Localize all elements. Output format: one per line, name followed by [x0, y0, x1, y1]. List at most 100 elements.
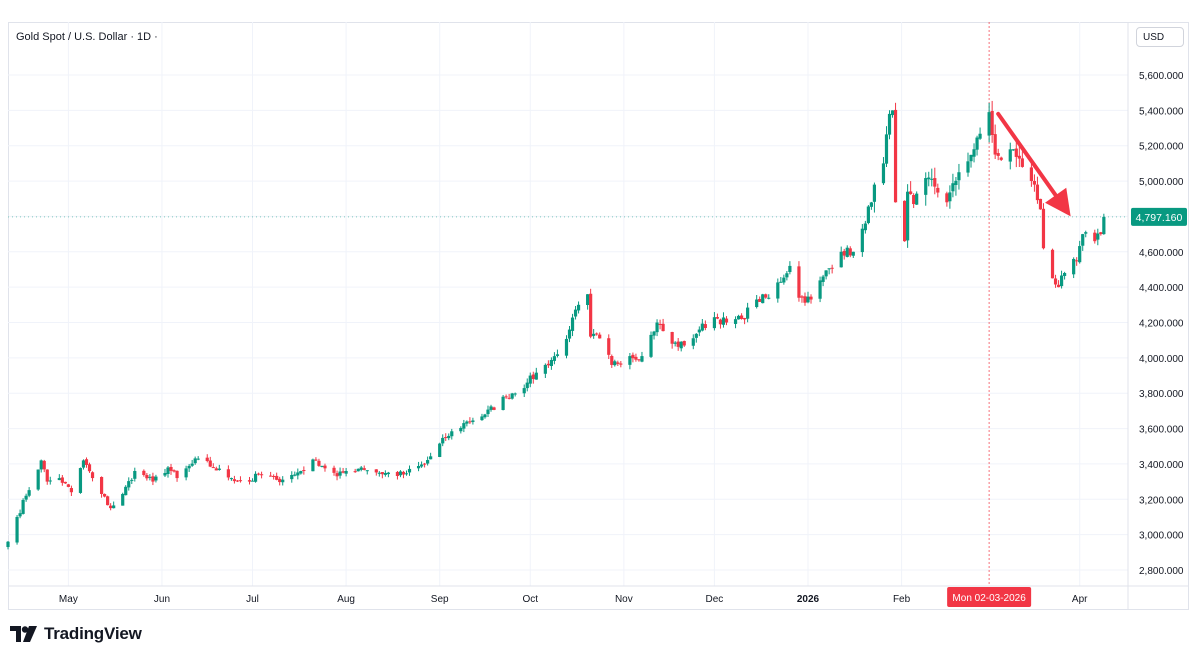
candle-body: [36, 469, 40, 490]
candle-body: [534, 372, 538, 380]
candle-body: [124, 486, 128, 496]
candle-body: [383, 472, 387, 475]
candle-body: [830, 267, 834, 269]
candle-body: [658, 323, 662, 325]
y-tick-label: 3,800.000: [1139, 389, 1184, 400]
candle-body: [884, 134, 889, 164]
candle-body: [549, 359, 553, 367]
candle-body: [205, 457, 209, 461]
y-tick-label: 4,600.000: [1139, 248, 1184, 259]
candle-body: [1041, 208, 1046, 249]
candle-body: [184, 468, 188, 478]
candle-body: [619, 363, 623, 365]
candle-body: [513, 393, 517, 395]
candle-body: [800, 296, 804, 298]
candle-body: [924, 178, 928, 195]
candle-body: [1096, 233, 1100, 240]
candle-body: [954, 180, 958, 185]
candle-body: [649, 334, 653, 357]
candle-body: [573, 309, 578, 317]
tradingview-logo[interactable]: TradingView: [10, 624, 142, 644]
candle-body: [890, 110, 895, 116]
candle-body: [957, 172, 961, 181]
candle-body: [893, 109, 898, 203]
candle-body: [87, 464, 92, 472]
candle-body: [504, 396, 508, 398]
candle-body: [1056, 284, 1061, 288]
candle-body: [845, 247, 849, 257]
candle-body: [465, 421, 469, 424]
candle-body: [634, 356, 638, 360]
candle-body: [1059, 275, 1064, 287]
candle-body: [848, 248, 852, 256]
candle-body: [299, 471, 303, 474]
x-tick-label: Nov: [615, 594, 633, 605]
candle-body: [229, 478, 233, 480]
candle-body: [860, 228, 864, 253]
candle-body: [682, 341, 686, 346]
candle-body: [81, 460, 86, 468]
candle-body: [610, 356, 614, 365]
currency-button[interactable]: USD: [1136, 27, 1184, 47]
candle-body: [592, 333, 596, 336]
candle-body: [450, 431, 454, 437]
candle-body: [746, 307, 750, 319]
crosshair-date-label: Mon 02-03-2026: [952, 593, 1026, 604]
annotation-arrow-shaft: [996, 111, 1058, 198]
axes: 2,800.000 3,000.000 3,200.000 3,400.000 3,60…: [8, 22, 1189, 609]
candle-body: [761, 294, 765, 304]
candle-body: [272, 476, 276, 478]
candle-body: [398, 471, 403, 476]
candle-body: [872, 184, 877, 202]
candle-body: [930, 178, 934, 180]
tradingview-logo-icon: [10, 626, 37, 642]
candle-body: [235, 480, 240, 482]
candle-body: [821, 276, 825, 282]
candle-body: [48, 480, 52, 482]
chart-frame[interactable]: [8, 22, 1189, 610]
candle-body: [103, 493, 107, 497]
candle-body: [1017, 155, 1021, 159]
y-tick-label: 4,400.000: [1139, 283, 1184, 294]
candle-body: [987, 112, 991, 136]
candle-body: [785, 273, 789, 278]
candle-body: [359, 467, 363, 470]
candle-body: [99, 476, 104, 494]
candle-body: [616, 362, 620, 364]
candle-body: [462, 423, 466, 429]
symbol-title[interactable]: Gold Spot / U.S. Dollar · 1D ·: [16, 31, 158, 43]
candle-body: [269, 475, 273, 477]
candle-body: [679, 341, 683, 349]
candle-body: [631, 354, 635, 359]
candle-body: [250, 480, 255, 482]
candle-body: [564, 338, 569, 356]
candle-body: [441, 437, 445, 444]
candle-body: [401, 471, 406, 475]
candle-body: [278, 478, 282, 483]
candle-body: [637, 359, 641, 361]
candle-body: [613, 361, 617, 366]
candle-body: [640, 356, 644, 362]
candle-body: [377, 472, 381, 474]
x-tick-label: Apr: [1072, 594, 1088, 605]
candle-body: [661, 323, 665, 332]
candle-body: [842, 250, 846, 256]
candle-body: [60, 477, 64, 483]
candle-body: [972, 149, 976, 157]
candle-body: [779, 281, 783, 283]
candle-body: [990, 110, 994, 136]
candle-body: [314, 459, 318, 461]
candle-body: [193, 458, 197, 464]
candle-body: [238, 480, 243, 482]
candle-body: [531, 374, 535, 380]
candle-body: [302, 470, 306, 472]
candle-body: [69, 488, 73, 493]
grid-lines: [8, 22, 1128, 586]
candle-body: [151, 476, 155, 482]
candle-body: [386, 472, 390, 475]
candle-body: [214, 468, 218, 471]
candle-body: [993, 134, 997, 155]
y-tick-label: 5,600.000: [1139, 71, 1184, 82]
candle-body: [673, 342, 677, 344]
